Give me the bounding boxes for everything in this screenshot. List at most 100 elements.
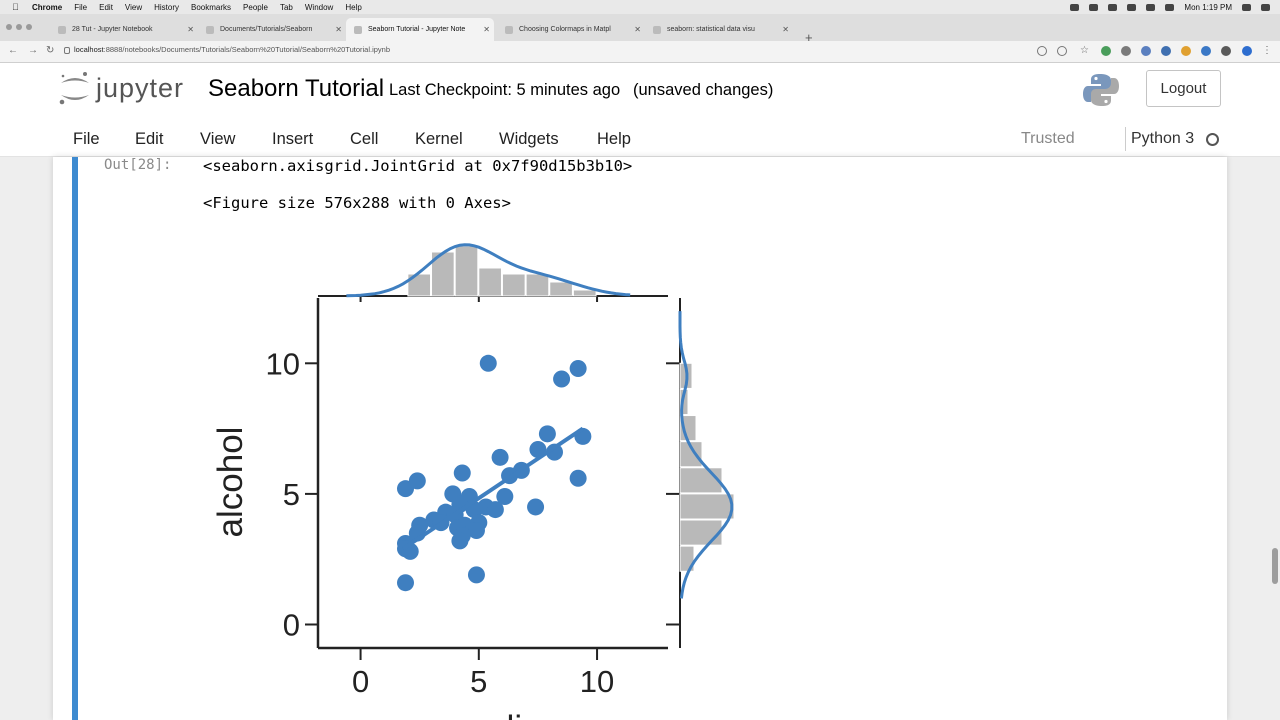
scatter-point — [538, 425, 556, 443]
browser-tab[interactable]: 28 Tut - Jupyter Notebook ✕ — [50, 18, 198, 41]
zoom-icon[interactable] — [1037, 46, 1047, 56]
more-menu-icon[interactable]: ⋮ — [1262, 45, 1272, 56]
extension-icon[interactable] — [1121, 46, 1131, 56]
menu-view[interactable]: View — [200, 130, 236, 148]
x-tick-label: 5 — [470, 664, 487, 699]
address-bar[interactable]: localhost:8888/notebooks/Documents/Tutor… — [74, 45, 390, 54]
menu-list-icon[interactable] — [1261, 3, 1270, 11]
kernel-status-icon — [1206, 133, 1219, 146]
tab-label: Seaborn Tutorial - Jupyter Note — [368, 26, 466, 33]
menu-window[interactable]: Window — [304, 2, 334, 12]
x-axis-title: speeding — [419, 709, 561, 720]
search-icon[interactable] — [1242, 3, 1251, 11]
menu-history[interactable]: History — [154, 2, 180, 12]
y-tick-label: 5 — [283, 477, 300, 512]
seaborn-favicon-icon — [653, 26, 661, 34]
reload-icon[interactable]: ↻ — [46, 45, 55, 56]
info-icon[interactable] — [64, 47, 70, 54]
browser-toolbar: ← → ↻ localhost:8888/notebooks/Documents… — [0, 41, 1280, 63]
notebook-title[interactable]: Seaborn Tutorial — [208, 75, 385, 102]
menu-app-name[interactable]: Chrome — [32, 2, 63, 12]
status-icon[interactable] — [1089, 3, 1099, 11]
battery-icon[interactable] — [1165, 3, 1175, 11]
close-tab-icon[interactable]: ✕ — [483, 25, 490, 34]
clock[interactable]: Mon 1:19 PM — [1184, 2, 1232, 12]
status-icon[interactable] — [1070, 3, 1080, 11]
close-tab-icon[interactable]: ✕ — [634, 25, 641, 34]
close-tab-icon[interactable]: ✕ — [187, 25, 194, 34]
tab-label: Documents/Tutorials/Seaborn — [220, 26, 313, 33]
scatter-point — [496, 488, 514, 506]
x-histogram-bar — [478, 267, 502, 297]
y-histogram-bar — [679, 519, 723, 546]
scatter-point — [397, 480, 414, 498]
menu-file[interactable]: File — [73, 130, 100, 148]
status-icon[interactable] — [1127, 3, 1137, 11]
back-arrow-icon[interactable]: ← — [8, 45, 18, 56]
trusted-indicator[interactable]: Trusted — [1021, 130, 1075, 147]
status-icon[interactable] — [1108, 3, 1118, 11]
minimize-window-icon[interactable] — [16, 24, 22, 30]
scatter-point — [467, 566, 485, 584]
jupyter-logo-text[interactable]: jupyter — [96, 73, 185, 103]
forward-arrow-icon[interactable]: → — [28, 45, 38, 56]
wifi-icon[interactable] — [1146, 3, 1156, 11]
scatter-point — [491, 448, 509, 466]
scrollbar-thumb[interactable] — [1272, 548, 1278, 584]
browser-tab[interactable]: Documents/Tutorials/Seaborn ✕ — [198, 18, 346, 41]
extension-icon[interactable] — [1101, 46, 1111, 56]
notebook-area: Out[28]: <seaborn.axisgrid.JointGrid at … — [0, 157, 1280, 720]
menu-file[interactable]: File — [74, 2, 88, 12]
bookmark-star-icon[interactable]: ☆ — [1080, 45, 1089, 56]
logout-button[interactable]: Logout — [1146, 70, 1221, 107]
url-path: :8888/notebooks/Documents/Tutorials/Seab… — [103, 45, 391, 54]
scatter-points — [397, 354, 592, 592]
jupyter-favicon-icon — [206, 26, 214, 34]
browser-tab[interactable]: seaborn: statistical data visu ✕ — [645, 18, 793, 41]
browser-tab-active[interactable]: Seaborn Tutorial - Jupyter Note ✕ — [346, 18, 494, 41]
notebook-menubar: File Edit View Insert Cell Kernel Widget… — [0, 119, 1280, 157]
menu-widgets[interactable]: Widgets — [499, 130, 559, 148]
scatter-point — [451, 532, 469, 550]
scatter-point — [569, 469, 587, 487]
scatter-point — [397, 574, 414, 592]
kernel-name[interactable]: Python 3 — [1131, 130, 1195, 147]
last-checkpoint: Last Checkpoint: 5 minutes ago — [389, 81, 621, 99]
menu-people[interactable]: People — [243, 2, 268, 12]
menu-tab[interactable]: Tab — [279, 2, 293, 12]
close-tab-icon[interactable]: ✕ — [782, 25, 789, 34]
x-histogram-bar — [549, 281, 573, 297]
extension-icon[interactable] — [1141, 46, 1151, 56]
new-tab-button[interactable]: + — [805, 30, 813, 45]
close-window-icon[interactable] — [6, 24, 12, 30]
menu-cell[interactable]: Cell — [350, 130, 379, 148]
maximize-window-icon[interactable] — [26, 24, 32, 30]
menu-insert[interactable]: Insert — [272, 130, 314, 148]
menu-help[interactable]: Help — [597, 130, 631, 148]
macos-menubar:  Chrome File Edit View History Bookmark… — [0, 0, 1280, 14]
x-marginal-histogram — [318, 243, 668, 302]
url-host: localhost — [74, 45, 104, 54]
jupyter-favicon-icon — [58, 26, 66, 34]
profile-avatar[interactable] — [1242, 46, 1252, 56]
menu-edit[interactable]: Edit — [99, 2, 113, 12]
tab-label: 28 Tut - Jupyter Notebook — [72, 26, 153, 33]
tab-label: seaborn: statistical data visu — [667, 26, 755, 33]
share-icon[interactable] — [1057, 46, 1067, 56]
menu-bookmarks[interactable]: Bookmarks — [191, 2, 232, 12]
y-marginal-histogram — [666, 298, 735, 648]
close-tab-icon[interactable]: ✕ — [335, 25, 342, 34]
menu-help[interactable]: Help — [345, 2, 362, 12]
apple-icon[interactable]:  — [12, 2, 24, 12]
extension-icon[interactable] — [1181, 46, 1191, 56]
extension-icon[interactable] — [1221, 46, 1231, 56]
extension-icon[interactable] — [1201, 46, 1211, 56]
jupyter-logo-icon[interactable] — [58, 70, 92, 106]
menu-edit[interactable]: Edit — [135, 130, 164, 148]
y-kde-curve — [678, 311, 734, 599]
extension-icon[interactable] — [1161, 46, 1171, 56]
menu-view[interactable]: View — [124, 2, 143, 12]
menu-kernel[interactable]: Kernel — [415, 130, 463, 148]
browser-tab[interactable]: Choosing Colormaps in Matpl ✕ — [497, 18, 645, 41]
